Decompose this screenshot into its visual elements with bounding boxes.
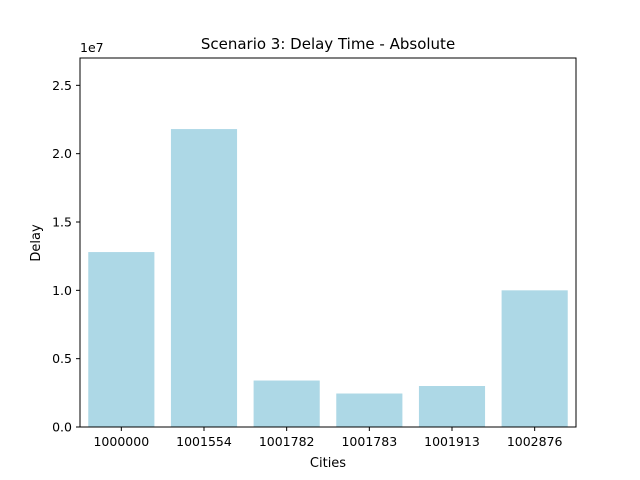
y-tick-label: 2.0 [52, 146, 72, 161]
bar-1002876 [501, 290, 568, 427]
y-tick-label: 0.5 [52, 351, 72, 366]
y-tick-label: 2.5 [52, 78, 72, 93]
x-tick-label: 1002876 [507, 434, 563, 449]
bar-1001913 [418, 386, 486, 427]
y-axis-label: Delay [29, 224, 44, 262]
bar-1001554 [170, 129, 238, 427]
x-ticks-group: 1000000 1001554 1001782 1001783 1001913 10028… [93, 427, 563, 449]
x-tick-label: 1001782 [259, 434, 315, 449]
x-tick-label: 1001554 [176, 434, 232, 449]
y-tick-label: 0.0 [52, 420, 72, 435]
x-tick-label: 1000000 [93, 434, 149, 449]
y-ticks-group: 0.0 0.5 1.0 1.5 2.0 2.5 [52, 78, 80, 435]
bar-1000000 [88, 252, 155, 427]
y-tick-label: 1.5 [52, 215, 72, 230]
x-tick-label: 1001783 [341, 434, 397, 449]
y-tick-label: 1.0 [52, 283, 72, 298]
bars-group [88, 129, 568, 427]
bar-1001783 [336, 393, 403, 427]
bar-1001782 [253, 380, 320, 427]
x-axis-label: Cities [310, 456, 346, 471]
plot-frame [79, 57, 577, 428]
y-axis-offset-label: 1e7 [80, 40, 104, 55]
chart-title: Scenario 3: Delay Time - Absolute [201, 35, 455, 53]
x-tick-label: 1001913 [424, 434, 480, 449]
